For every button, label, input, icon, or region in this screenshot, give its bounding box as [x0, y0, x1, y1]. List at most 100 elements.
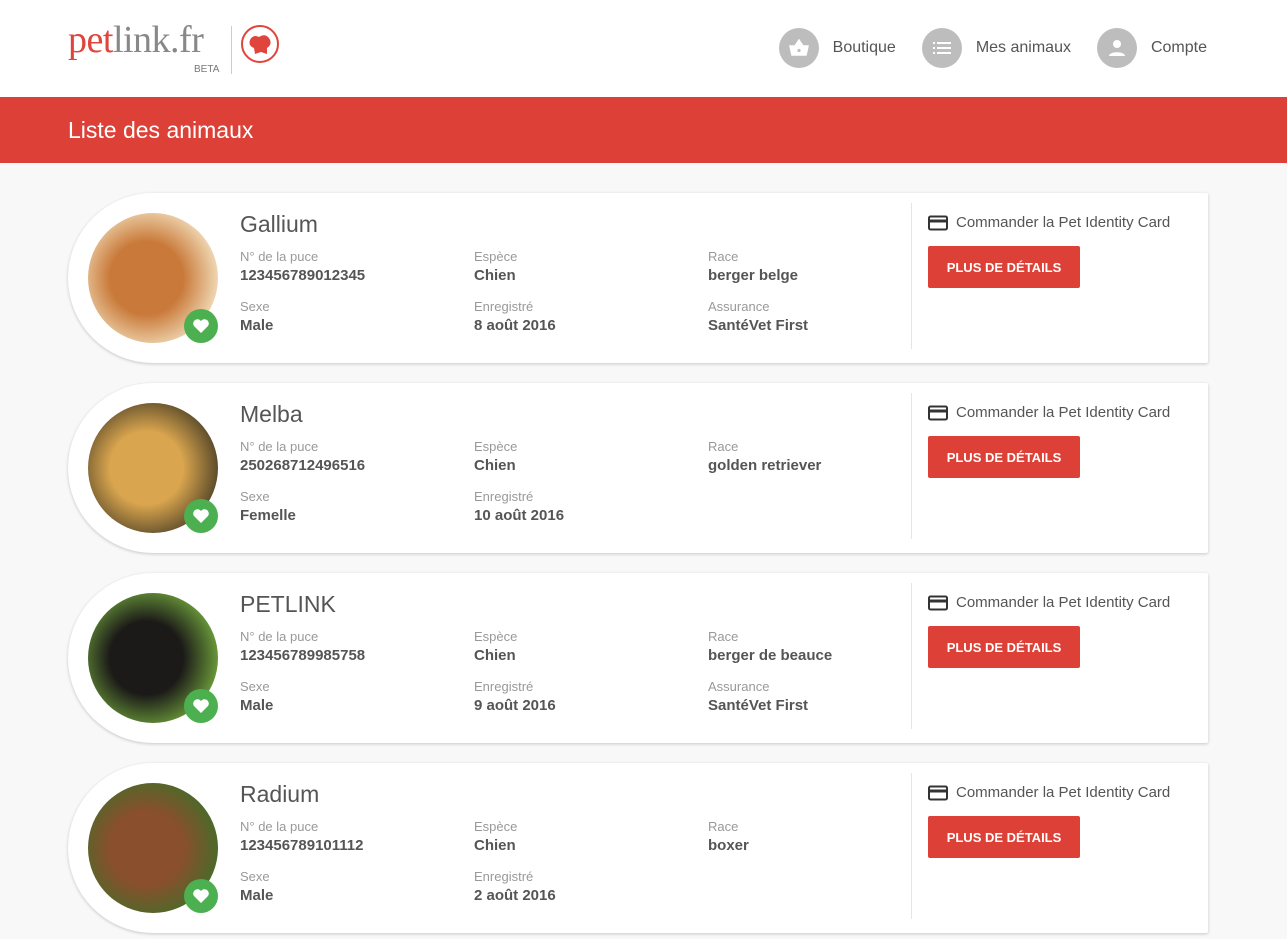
order-pet-card-link[interactable]: Commander la Pet Identity Card [928, 214, 1170, 231]
pet-card: Gallium N° de la puce 123456789012345 Espè… [68, 193, 1208, 363]
credit-card-icon [928, 405, 948, 420]
user-icon [1096, 28, 1137, 68]
order-label: Commander la Pet Identity Card [956, 594, 1171, 611]
pet-list: Gallium N° de la puce 123456789012345 Espè… [0, 163, 1287, 933]
details-button[interactable]: PLUS DE DÉTAILS [928, 626, 1080, 668]
species-value: Chien [474, 267, 516, 284]
nav-compte[interactable]: Compte [1096, 28, 1207, 68]
field-chip: N° de la puce 123456789985758 [240, 629, 474, 667]
nav-boutique[interactable]: Boutique [778, 28, 896, 68]
insurance-value: SantéVet First [708, 697, 809, 714]
chip-label: N° de la puce [240, 439, 319, 454]
pet-name: Radium [240, 781, 320, 807]
pet-name: PETLINK [240, 591, 336, 617]
credit-card-icon [928, 215, 948, 230]
card-actions: Commander la Pet Identity Card PLUS DE D… [911, 583, 1170, 729]
field-sex: Sexe Femelle [240, 489, 474, 527]
chip-value: 123456789012345 [240, 267, 366, 284]
field-registered: Enregistré 2 août 2016 [474, 869, 708, 907]
heart-icon[interactable] [184, 879, 218, 913]
species-value: Chien [474, 457, 516, 474]
pet-name: Gallium [240, 211, 318, 237]
field-species: Espèce Chien [474, 819, 708, 857]
field-breed: Race boxer [708, 819, 908, 857]
order-label: Commander la Pet Identity Card [956, 214, 1171, 231]
card-actions: Commander la Pet Identity Card PLUS DE D… [911, 203, 1170, 349]
insurance-label: Assurance [708, 299, 770, 314]
chip-value: 123456789985758 [240, 647, 366, 664]
insurance-value: SantéVet First [708, 317, 809, 334]
field-registered: Enregistré 9 août 2016 [474, 679, 708, 717]
heart-icon[interactable] [184, 689, 218, 723]
details-button[interactable]: PLUS DE DÉTAILS [928, 246, 1080, 288]
field-registered: Enregistré 10 août 2016 [474, 489, 708, 527]
heart-icon[interactable] [184, 309, 218, 343]
field-sex: Sexe Male [240, 869, 474, 907]
main-nav: Boutique Mes animaux Compte [778, 28, 1207, 68]
details-button[interactable]: PLUS DE DÉTAILS [928, 816, 1080, 858]
species-label: Espèce [474, 629, 518, 644]
registered-value: 8 août 2016 [474, 317, 556, 334]
insurance-label: Assurance [708, 679, 770, 694]
field-chip: N° de la puce 250268712496516 [240, 439, 474, 477]
registered-label: Enregistré [474, 869, 534, 884]
registered-value: 2 août 2016 [474, 887, 556, 904]
sex-value: Male [240, 887, 274, 904]
nav-label: Compte [1150, 39, 1207, 56]
logo-divider [231, 26, 232, 74]
heart-icon[interactable] [184, 499, 218, 533]
registered-label: Enregistré [474, 489, 534, 504]
registered-label: Enregistré [474, 299, 534, 314]
nav-mes-animaux[interactable]: Mes animaux [921, 28, 1071, 68]
chip-value: 250268712496516 [240, 457, 366, 474]
pet-name: Melba [240, 401, 303, 427]
field-species: Espèce Chien [474, 629, 708, 667]
field-breed: Race berger belge [708, 249, 908, 287]
field-species: Espèce Chien [474, 439, 708, 477]
nav-label: Mes animaux [975, 39, 1071, 56]
sex-label: Sexe [240, 299, 270, 314]
order-pet-card-link[interactable]: Commander la Pet Identity Card [928, 784, 1170, 801]
field-chip: N° de la puce 123456789012345 [240, 249, 474, 287]
card-actions: Commander la Pet Identity Card PLUS DE D… [911, 773, 1170, 919]
breed-value: boxer [708, 837, 749, 854]
sex-label: Sexe [240, 869, 270, 884]
petlink-logo[interactable]: petlink.fr BETA [68, 18, 279, 75]
header: petlink.fr BETA Boutique Mes animaux Com… [0, 0, 1287, 97]
credit-card-icon [928, 785, 948, 800]
chip-label: N° de la puce [240, 249, 319, 264]
species-label: Espèce [474, 249, 518, 264]
breed-label: Race [708, 439, 739, 454]
order-label: Commander la Pet Identity Card [956, 784, 1171, 801]
field-registered: Enregistré 8 août 2016 [474, 299, 708, 337]
page-title: Liste des animaux [0, 97, 1287, 163]
order-pet-card-link[interactable]: Commander la Pet Identity Card [928, 594, 1170, 611]
species-value: Chien [474, 647, 516, 664]
pet-logo-icon [241, 25, 279, 63]
list-icon [921, 28, 962, 68]
order-pet-card-link[interactable]: Commander la Pet Identity Card [928, 404, 1170, 421]
registered-value: 9 août 2016 [474, 697, 556, 714]
species-label: Espèce [474, 439, 518, 454]
field-species: Espèce Chien [474, 249, 708, 287]
breed-label: Race [708, 629, 739, 644]
pet-card: Melba N° de la puce 250268712496516 Espèce… [68, 383, 1208, 553]
breed-value: berger de beauce [708, 647, 833, 664]
pet-card: PETLINK N° de la puce 123456789985758 Espè… [68, 573, 1208, 743]
sex-label: Sexe [240, 489, 270, 504]
species-value: Chien [474, 837, 516, 854]
details-button[interactable]: PLUS DE DÉTAILS [928, 436, 1080, 478]
field-chip: N° de la puce 123456789101112 [240, 819, 474, 857]
breed-label: Race [708, 249, 739, 264]
field-breed: Race golden retriever [708, 439, 908, 477]
field-insurance: Assurance SantéVet First [708, 299, 908, 337]
credit-card-icon [928, 595, 948, 610]
registered-value: 10 août 2016 [474, 507, 565, 524]
beta-badge: BETA [194, 64, 220, 75]
breed-value: berger belge [708, 267, 799, 284]
sex-value: Male [240, 317, 274, 334]
registered-label: Enregistré [474, 679, 534, 694]
nav-label: Boutique [832, 39, 896, 56]
pet-card: Radium N° de la puce 123456789101112 Espèc… [68, 763, 1208, 933]
field-insurance: Assurance SantéVet First [708, 679, 908, 717]
